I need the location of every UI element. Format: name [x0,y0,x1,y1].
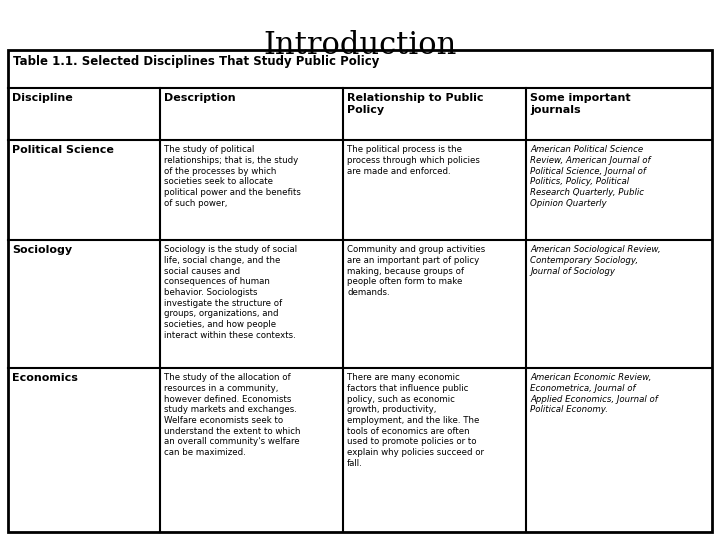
Text: Description: Description [164,93,235,103]
Text: The study of the allocation of
resources in a community,
however defined. Econom: The study of the allocation of resources… [164,373,300,457]
Text: Introduction: Introduction [264,30,456,61]
Text: American Political Science
Review, American Journal of
Political Science, Journa: American Political Science Review, Ameri… [530,145,650,208]
Bar [8,50,712,532]
Text: There are many economic
factors that influence public
policy, such as economic
g: There are many economic factors that inf… [347,373,484,468]
Text: Relationship to Public
Policy: Relationship to Public Policy [347,93,484,115]
Text: Sociology: Sociology [12,245,72,255]
Text: Community and group activities
are an important part of policy
making, because g: Community and group activities are an im… [347,245,485,297]
Text: Political Science: Political Science [12,145,114,155]
Text: Table 1.1. Selected Disciplines That Study Public Policy: Table 1.1. Selected Disciplines That Stu… [13,55,379,68]
Text: The study of political
relationships; that is, the study
of the processes by whi: The study of political relationships; th… [164,145,301,208]
Text: Economics: Economics [12,373,78,383]
Text: American Sociological Review,
Contemporary Sociology,
Journal of Sociology: American Sociological Review, Contempora… [530,245,661,275]
Text: American Economic Review,
Econometrica, Journal of
Applied Economics, Journal of: American Economic Review, Econometrica, … [530,373,658,414]
Text: The political process is the
process through which policies
are made and enforce: The political process is the process thr… [347,145,480,176]
Text: Sociology is the study of social
life, social change, and the
social causes and
: Sociology is the study of social life, s… [164,245,297,340]
Text: Some important
journals: Some important journals [530,93,631,115]
Text: Discipline: Discipline [12,93,73,103]
